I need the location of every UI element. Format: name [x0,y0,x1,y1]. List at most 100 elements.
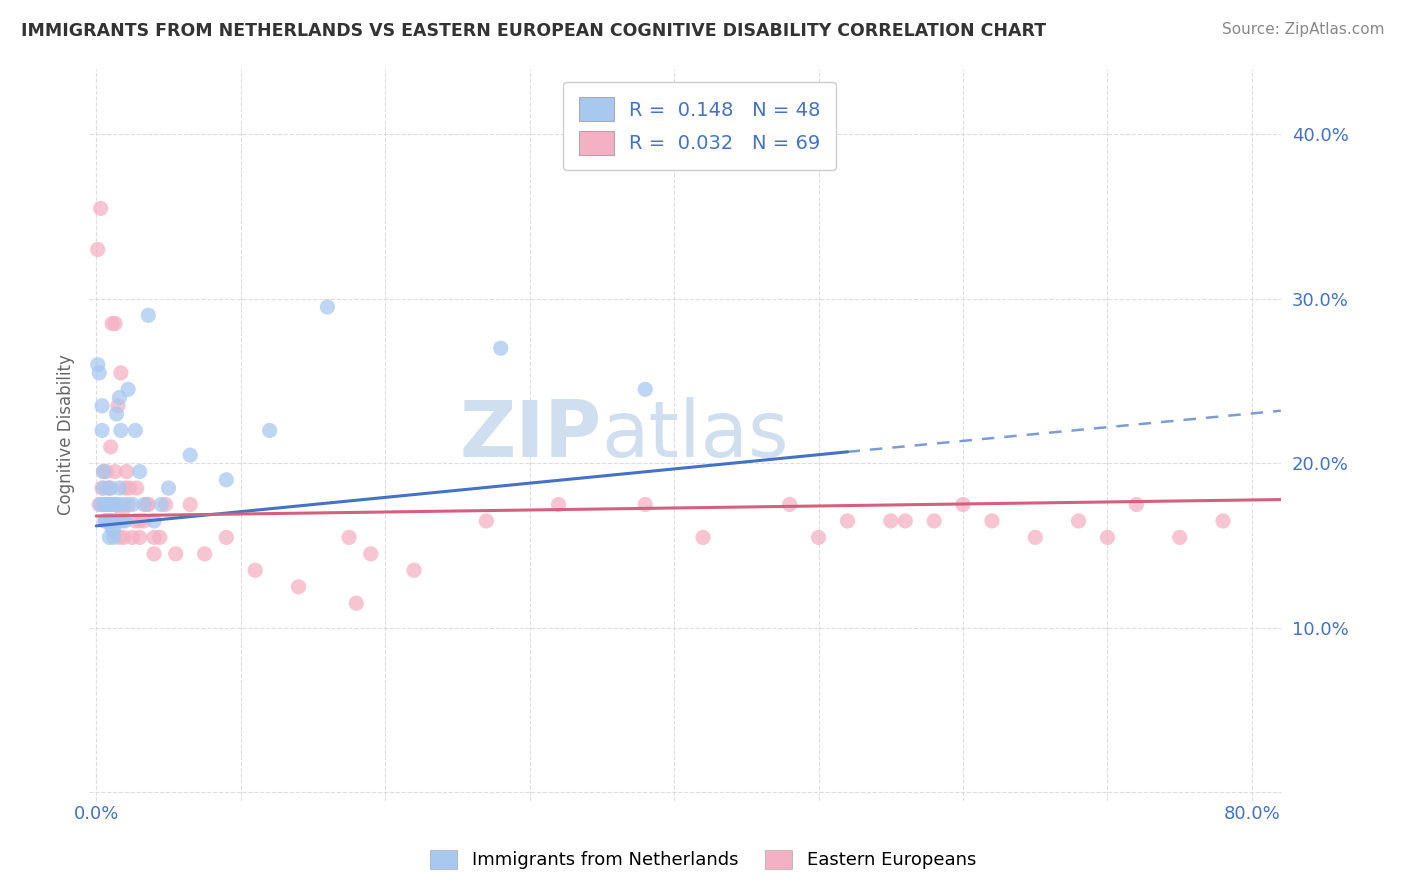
Point [245,563,267,577]
Point [96,465,118,479]
Text: Source: ZipAtlas.com: Source: ZipAtlas.com [1222,22,1385,37]
Point [96,498,118,512]
Point [98,498,121,512]
Point [104,498,127,512]
Point [215,473,238,487]
Point [103,530,125,544]
Y-axis label: Cognitive Disability: Cognitive Disability [58,354,75,515]
Point [1168,530,1191,544]
Point [105,498,128,512]
Point [124,424,146,438]
Point [634,498,657,512]
Point [87,243,110,257]
Point [89,366,111,380]
Point [136,498,159,512]
Point [111,514,134,528]
Point [344,596,367,610]
Point [157,481,180,495]
Point [94,498,117,512]
Point [93,465,115,479]
Text: atlas: atlas [602,397,789,473]
Point [97,514,120,528]
Point [98,530,121,544]
Point [104,514,127,528]
Point [179,498,201,512]
Point [179,448,201,462]
Point [108,481,131,495]
Point [194,547,217,561]
Point [1125,498,1147,512]
Point [101,514,124,528]
Point [547,498,569,512]
Point [1067,514,1090,528]
Point [360,547,382,561]
Point [98,481,121,495]
Point [337,530,360,544]
Point [93,465,115,479]
Point [121,498,143,512]
Point [100,514,122,528]
Point [94,514,117,528]
Point [103,522,125,536]
Point [692,530,714,544]
Point [132,514,155,528]
Point [1097,530,1119,544]
Legend: Immigrants from Netherlands, Eastern Europeans: Immigrants from Netherlands, Eastern Eur… [420,841,986,879]
Point [98,514,121,528]
Point [96,498,118,512]
Point [128,530,150,544]
Point [100,481,122,495]
Point [111,506,134,520]
Point [94,514,117,528]
Point [143,530,166,544]
Point [136,308,159,322]
Point [155,498,177,512]
Point [108,530,131,544]
Point [880,514,903,528]
Point [143,547,166,561]
Point [135,498,157,512]
Point [489,341,512,355]
Point [107,498,129,512]
Point [100,498,122,512]
Point [104,465,127,479]
Point [1212,514,1234,528]
Point [259,424,281,438]
Point [101,317,124,331]
Point [115,465,138,479]
Point [89,498,111,512]
Point [100,498,122,512]
Point [922,514,945,528]
Point [93,498,115,512]
Point [101,522,124,536]
Point [100,440,122,454]
Text: ZIP: ZIP [460,397,602,473]
Point [96,514,118,528]
Point [114,481,136,495]
Point [215,530,238,544]
Point [404,563,426,577]
Point [103,498,125,512]
Point [107,399,129,413]
Point [837,514,859,528]
Point [952,498,974,512]
Point [101,514,124,528]
Point [475,514,498,528]
Point [149,530,172,544]
Legend: R =  0.148   N = 48, R =  0.032   N = 69: R = 0.148 N = 48, R = 0.032 N = 69 [562,82,837,170]
Point [91,481,114,495]
Point [91,424,114,438]
Point [112,530,135,544]
Point [93,481,115,495]
Point [91,399,114,413]
Point [128,514,150,528]
Point [105,407,128,421]
Point [114,514,136,528]
Point [125,481,148,495]
Point [980,514,1002,528]
Point [112,498,135,512]
Point [165,547,187,561]
Point [287,580,309,594]
Point [132,498,155,512]
Point [807,530,830,544]
